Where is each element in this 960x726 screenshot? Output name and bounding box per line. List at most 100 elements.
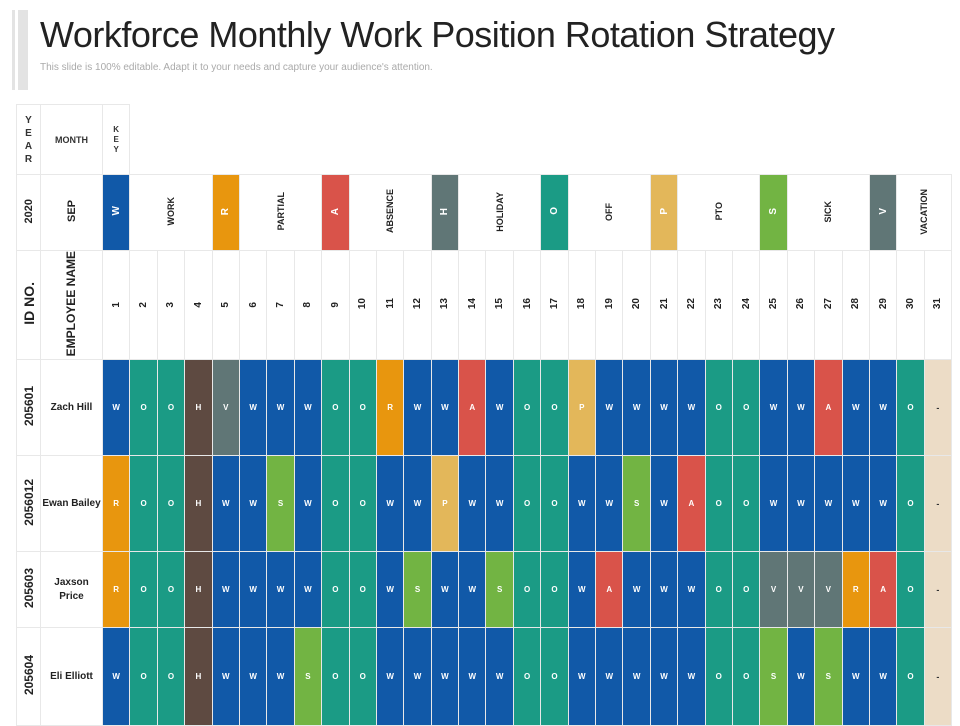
- schedule-cell[interactable]: V: [786, 551, 816, 629]
- schedule-cell[interactable]: W: [868, 627, 898, 726]
- schedule-cell[interactable]: O: [129, 627, 158, 726]
- schedule-cell-day-31[interactable]: -: [923, 359, 953, 457]
- schedule-cell[interactable]: R: [375, 359, 405, 457]
- schedule-cell[interactable]: W: [622, 359, 651, 457]
- schedule-cell-day-31[interactable]: -: [923, 627, 953, 726]
- schedule-cell[interactable]: W: [567, 455, 597, 553]
- schedule-cell[interactable]: O: [704, 627, 733, 726]
- schedule-cell[interactable]: O: [156, 551, 186, 629]
- schedule-cell[interactable]: W: [759, 359, 788, 457]
- schedule-cell[interactable]: A: [595, 551, 624, 629]
- schedule-cell[interactable]: W: [266, 359, 295, 457]
- schedule-cell[interactable]: W: [677, 627, 706, 726]
- schedule-cell[interactable]: W: [485, 455, 514, 553]
- schedule-cell[interactable]: O: [512, 551, 542, 629]
- schedule-cell[interactable]: W: [841, 455, 870, 553]
- schedule-cell[interactable]: W: [458, 627, 487, 726]
- schedule-cell[interactable]: O: [321, 455, 350, 553]
- schedule-cell[interactable]: W: [485, 359, 514, 457]
- schedule-cell[interactable]: W: [211, 627, 240, 726]
- schedule-cell[interactable]: W: [266, 627, 295, 726]
- schedule-cell[interactable]: W: [786, 359, 816, 457]
- schedule-cell[interactable]: W: [649, 551, 679, 629]
- schedule-cell[interactable]: W: [759, 455, 788, 553]
- schedule-cell[interactable]: W: [293, 551, 323, 629]
- schedule-cell[interactable]: O: [129, 551, 158, 629]
- schedule-cell[interactable]: W: [238, 455, 268, 553]
- schedule-cell[interactable]: W: [211, 455, 240, 553]
- schedule-cell[interactable]: W: [622, 627, 651, 726]
- schedule-cell[interactable]: O: [731, 455, 761, 553]
- schedule-cell[interactable]: S: [814, 627, 843, 726]
- schedule-cell[interactable]: W: [622, 551, 651, 629]
- schedule-cell[interactable]: W: [595, 455, 624, 553]
- schedule-cell[interactable]: W: [293, 359, 323, 457]
- schedule-cell[interactable]: W: [595, 359, 624, 457]
- schedule-cell[interactable]: V: [759, 551, 788, 629]
- schedule-cell[interactable]: A: [458, 359, 487, 457]
- schedule-cell[interactable]: W: [375, 627, 405, 726]
- schedule-cell[interactable]: O: [129, 455, 158, 553]
- schedule-cell[interactable]: S: [759, 627, 788, 726]
- schedule-cell[interactable]: W: [458, 455, 487, 553]
- schedule-cell[interactable]: W: [841, 627, 870, 726]
- schedule-cell[interactable]: A: [814, 359, 843, 457]
- schedule-cell[interactable]: P: [567, 359, 597, 457]
- schedule-cell[interactable]: O: [704, 359, 733, 457]
- schedule-cell[interactable]: O: [540, 627, 569, 726]
- schedule-cell[interactable]: O: [540, 455, 569, 553]
- schedule-cell[interactable]: W: [430, 359, 460, 457]
- schedule-cell[interactable]: W: [101, 359, 131, 457]
- schedule-cell[interactable]: S: [293, 627, 323, 726]
- schedule-cell[interactable]: W: [786, 627, 816, 726]
- schedule-cell[interactable]: W: [375, 551, 405, 629]
- schedule-cell[interactable]: W: [567, 627, 597, 726]
- schedule-cell[interactable]: O: [540, 551, 569, 629]
- schedule-cell[interactable]: W: [430, 551, 460, 629]
- schedule-cell[interactable]: W: [430, 627, 460, 726]
- schedule-cell[interactable]: O: [704, 455, 733, 553]
- schedule-cell[interactable]: O: [321, 359, 350, 457]
- schedule-cell[interactable]: S: [266, 455, 295, 553]
- schedule-cell[interactable]: O: [731, 627, 761, 726]
- schedule-cell[interactable]: W: [814, 455, 843, 553]
- schedule-cell[interactable]: W: [868, 455, 898, 553]
- schedule-cell[interactable]: W: [403, 359, 432, 457]
- schedule-cell[interactable]: O: [512, 455, 542, 553]
- schedule-cell[interactable]: W: [238, 359, 268, 457]
- schedule-cell[interactable]: W: [649, 627, 679, 726]
- schedule-cell[interactable]: A: [677, 455, 706, 553]
- schedule-cell[interactable]: W: [649, 455, 679, 553]
- schedule-cell-day-31[interactable]: -: [923, 551, 953, 629]
- schedule-cell[interactable]: W: [238, 551, 268, 629]
- schedule-cell[interactable]: O: [896, 627, 925, 726]
- schedule-cell[interactable]: H: [184, 359, 213, 457]
- schedule-cell[interactable]: W: [786, 455, 816, 553]
- schedule-cell[interactable]: W: [677, 551, 706, 629]
- schedule-cell[interactable]: O: [896, 455, 925, 553]
- schedule-cell[interactable]: W: [458, 551, 487, 629]
- schedule-cell[interactable]: W: [238, 627, 268, 726]
- schedule-cell[interactable]: O: [348, 551, 377, 629]
- schedule-cell[interactable]: O: [704, 551, 733, 629]
- schedule-cell[interactable]: W: [677, 359, 706, 457]
- schedule-cell[interactable]: W: [868, 359, 898, 457]
- schedule-cell[interactable]: O: [348, 455, 377, 553]
- schedule-cell[interactable]: O: [156, 627, 186, 726]
- schedule-cell[interactable]: O: [156, 359, 186, 457]
- schedule-cell[interactable]: O: [731, 359, 761, 457]
- schedule-cell[interactable]: W: [101, 627, 131, 726]
- schedule-cell[interactable]: S: [485, 551, 514, 629]
- schedule-cell[interactable]: O: [896, 551, 925, 629]
- schedule-cell[interactable]: P: [430, 455, 460, 553]
- schedule-cell[interactable]: W: [403, 455, 432, 553]
- schedule-cell[interactable]: S: [622, 455, 651, 553]
- schedule-cell[interactable]: O: [321, 627, 350, 726]
- schedule-cell[interactable]: S: [403, 551, 432, 629]
- schedule-cell[interactable]: O: [156, 455, 186, 553]
- schedule-cell[interactable]: W: [293, 455, 323, 553]
- schedule-cell[interactable]: O: [512, 359, 542, 457]
- schedule-cell[interactable]: W: [266, 551, 295, 629]
- schedule-cell[interactable]: O: [321, 551, 350, 629]
- schedule-cell[interactable]: H: [184, 455, 213, 553]
